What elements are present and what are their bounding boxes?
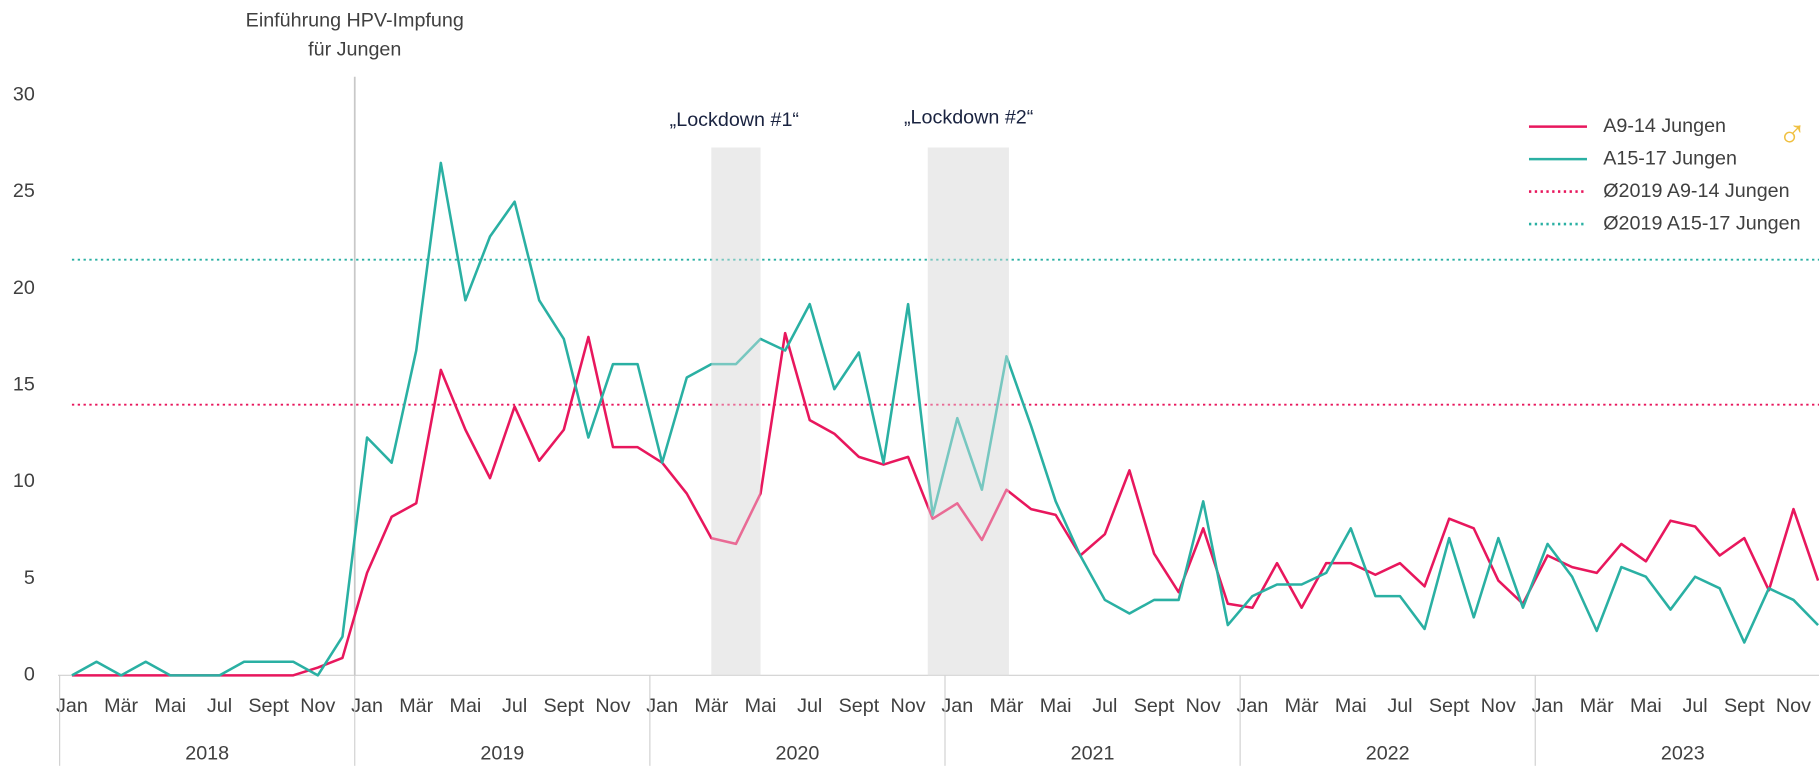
legend-label: A15-17 Jungen — [1603, 147, 1737, 169]
annotation: „Lockdown #2“ — [904, 107, 1033, 129]
x-tick-label: Mai — [450, 695, 482, 717]
x-tick-label: Jan — [351, 695, 383, 717]
x-tick-label: Mai — [745, 695, 777, 717]
y-tick-label: 5 — [24, 567, 35, 589]
x-tick-label: Mai — [1630, 695, 1662, 717]
x-tick-label: Jan — [1237, 695, 1269, 717]
y-tick-label: 30 — [13, 84, 35, 106]
x-tick-label: Nov — [1481, 695, 1516, 717]
annotation: „Lockdown #1“ — [670, 109, 799, 131]
lockdown-overlay — [927, 147, 1009, 676]
x-tick-label: Nov — [891, 695, 926, 717]
year-label: 2018 — [185, 742, 229, 764]
x-tick-label: Nov — [595, 695, 630, 717]
legend-label: Ø2019 A15-17 Jungen — [1603, 212, 1800, 234]
legend-label: Ø2019 A9-14 Jungen — [1603, 180, 1789, 202]
x-tick-label: Sept — [839, 695, 880, 717]
x-tick-label: Nov — [1186, 695, 1221, 717]
annotation: Einführung HPV-Impfung — [246, 9, 464, 31]
legend-symbol: ♂ — [1778, 112, 1808, 156]
x-tick-label: Jan — [56, 695, 88, 717]
lockdown-overlay — [711, 147, 761, 676]
year-label: 2019 — [480, 742, 524, 764]
x-tick-label: Mär — [1285, 695, 1319, 717]
x-tick-label: Sept — [1134, 695, 1175, 717]
annotation: für Jungen — [308, 38, 401, 60]
x-tick-label: Nov — [300, 695, 335, 717]
y-tick-label: 10 — [13, 470, 35, 492]
x-tick-label: Jul — [1092, 695, 1117, 717]
y-tick-label: 0 — [24, 664, 35, 686]
year-label: 2022 — [1366, 742, 1410, 764]
year-label: 2021 — [1071, 742, 1115, 764]
x-tick-label: Sept — [1429, 695, 1470, 717]
series-line — [71, 161, 1819, 677]
lockdown-band — [711, 147, 761, 676]
x-tick-label: Mai — [1335, 695, 1367, 717]
year-label: 2020 — [775, 742, 819, 764]
x-tick-label: Sept — [544, 695, 585, 717]
x-tick-label: Jan — [646, 695, 678, 717]
x-tick-label: Mai — [1040, 695, 1072, 717]
x-tick-label: Jul — [207, 695, 232, 717]
x-tick-label: Jul — [1387, 695, 1412, 717]
x-tick-label: Sept — [248, 695, 289, 717]
x-tick-label: Jul — [797, 695, 822, 717]
x-tick-label: Jul — [1682, 695, 1707, 717]
x-tick-label: Mär — [694, 695, 728, 717]
x-tick-label: Jul — [502, 695, 527, 717]
x-tick-label: Nov — [1776, 695, 1811, 717]
x-tick-label: Mär — [399, 695, 433, 717]
x-tick-label: Mär — [104, 695, 138, 717]
legend-label: A9-14 Jungen — [1603, 115, 1726, 137]
year-label: 2023 — [1661, 742, 1705, 764]
y-tick-label: 15 — [13, 374, 35, 396]
y-tick-label: 20 — [13, 277, 35, 299]
y-tick-label: 25 — [13, 180, 35, 202]
x-tick-label: Jan — [1532, 695, 1564, 717]
x-tick-label: Mai — [154, 695, 186, 717]
x-tick-label: Mär — [989, 695, 1023, 717]
x-tick-label: Mär — [1580, 695, 1614, 717]
x-tick-label: Sept — [1724, 695, 1765, 717]
x-tick-label: Jan — [941, 695, 973, 717]
